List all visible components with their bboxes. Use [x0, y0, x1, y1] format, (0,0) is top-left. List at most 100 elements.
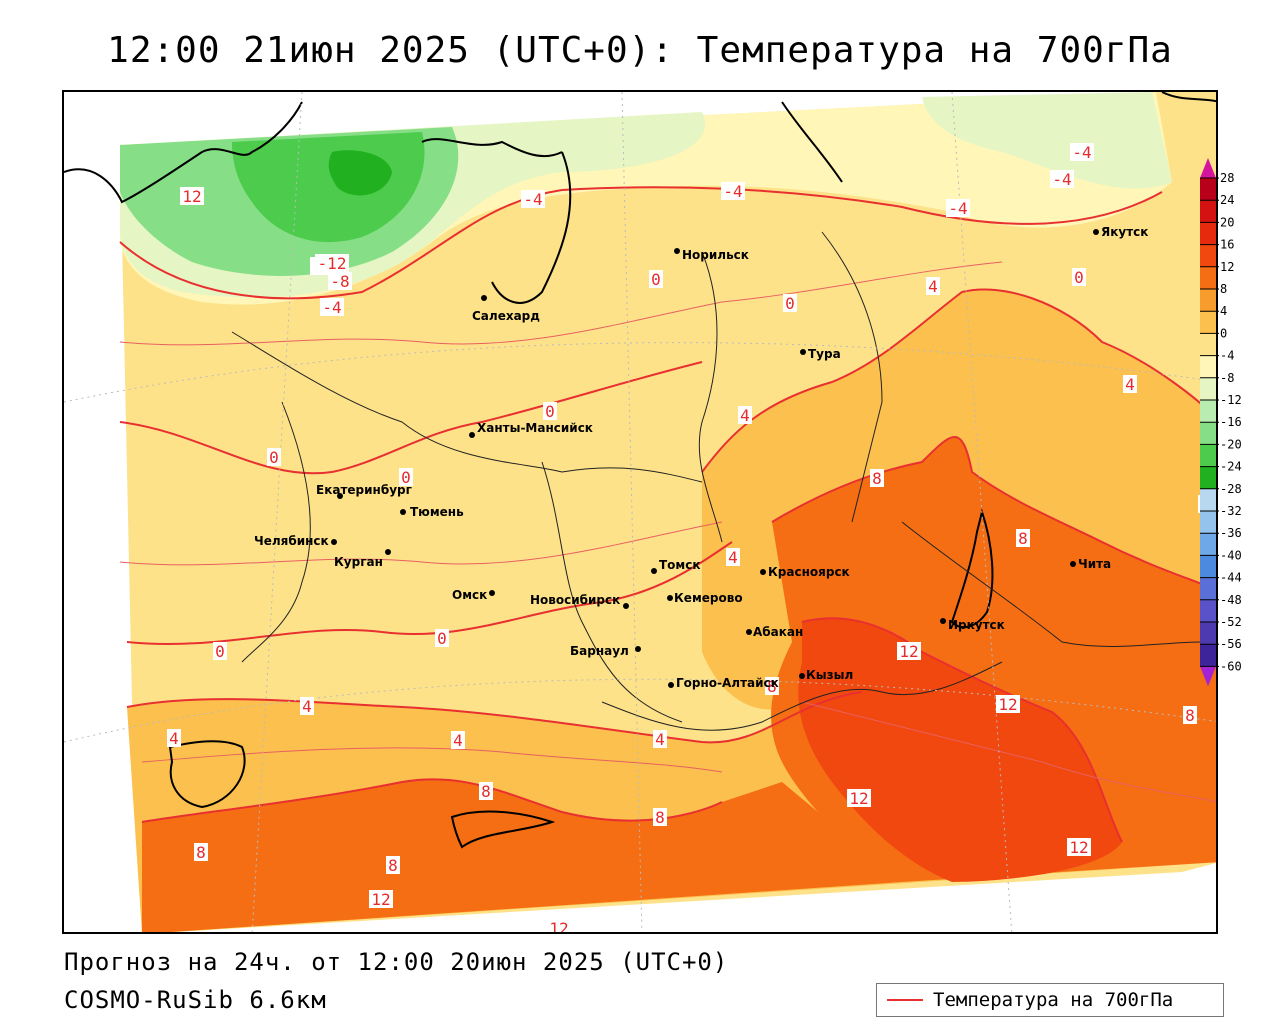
city-label-chita: Чита — [1078, 557, 1111, 571]
isotherm-label-bg — [653, 808, 667, 826]
isotherm-label-bg — [167, 729, 181, 747]
isotherm-label-bg — [435, 629, 449, 647]
isotherm-label-text: 4 — [728, 548, 738, 567]
isotherm-label-bg — [1050, 170, 1074, 188]
isotherm-label: 4 — [451, 731, 465, 750]
temperature-map[interactable]: -8-12-8-4-4-4-4-4-4000000004444444448888… — [62, 90, 1218, 934]
city-marker-tomsk — [651, 568, 657, 574]
isotherm-label: -4 — [1050, 170, 1074, 189]
colorbar-svg: 28 24 20 16 12 8 4 0 -4 -8 -12 -16 -20 -24 -28 -32 -36 -4… — [1200, 158, 1242, 687]
isotherm-label-text: 12 — [899, 642, 918, 661]
isotherm-label: 8 — [1183, 706, 1197, 725]
colorbar-tick-label: -60 — [1220, 659, 1242, 673]
isotherm-label: 12 — [369, 890, 393, 909]
city-marker-irk — [940, 618, 946, 624]
isotherm-label-bg — [996, 695, 1020, 713]
isotherm-label-bg — [721, 182, 745, 200]
colorbar-swatch — [1200, 244, 1216, 268]
colorbar-tick-label: -56 — [1220, 637, 1242, 651]
isotherm-label-text: -4 — [948, 199, 967, 218]
isotherm-label-text: 0 — [215, 642, 225, 661]
city-label-krsk: Красноярск — [768, 565, 850, 579]
city-marker-salekhard — [481, 295, 487, 301]
colorbar-swatch — [1200, 555, 1216, 579]
coastline — [64, 92, 1216, 849]
colorbar-tick-label: 8 — [1220, 282, 1227, 296]
isotherm-label-text: 0 — [401, 468, 411, 487]
isotherm-label-bg — [451, 731, 465, 749]
isotherm-label-bg — [180, 187, 204, 205]
isotherm-label-text: 8 — [767, 677, 777, 696]
city-label-nsk: Новосибирск — [530, 593, 620, 607]
city-marker-ekb — [337, 493, 343, 499]
isotherm-label-text: 4 — [302, 697, 312, 716]
colorbar-swatch — [1200, 178, 1216, 201]
isotherm-label-bg — [300, 697, 314, 715]
isotherm-label-text: -4 — [1052, 170, 1071, 189]
isotherm-label-bg — [847, 789, 871, 807]
isotherm-label: 0 — [1072, 268, 1086, 287]
colorbar-swatch — [1200, 644, 1216, 667]
isotherm-label: 12 — [897, 642, 921, 661]
isotherm-label-bg — [267, 448, 281, 466]
colorbar-swatch — [1200, 200, 1216, 223]
city-label-norilsk: Норильск — [682, 248, 749, 262]
isotherm-label-bg — [946, 199, 970, 217]
isotherm-label: 8 — [386, 856, 400, 875]
temperature-colorbar: 28 24 20 16 12 8 4 0 -4 -8 -12 -16 -20 -24 -28 -32 -36 -4… — [1198, 158, 1280, 692]
isotherm-thin-lines — [119, 261, 1216, 802]
city-label-chel: Челябинск — [254, 534, 329, 548]
isotherm-label: 4 — [926, 277, 940, 296]
isotherm-label: 4 — [738, 406, 752, 425]
isotherm-label-bg — [926, 277, 940, 295]
map-title: 12:00 21июн 2025 (UTC+0): Температура на… — [107, 30, 1173, 71]
city-label-barnaul: Барнаул — [570, 644, 629, 658]
isotherm-label-bg — [1067, 838, 1091, 856]
isotherm-label-bg — [765, 677, 779, 695]
city-label-kurgan: Курган — [334, 555, 383, 569]
colorbar-tick-label: 4 — [1220, 304, 1227, 318]
isotherm-label-bg — [521, 190, 545, 208]
colorbar-swatch — [1200, 333, 1216, 357]
isotherm-label: -4 — [1070, 143, 1094, 162]
isotherm-label: 8 — [765, 677, 779, 696]
isotherm-label-bg — [328, 272, 352, 290]
isotherm-label-bg — [1183, 706, 1197, 724]
isotherm-label-text: 8 — [655, 808, 665, 827]
isotherm-label: 12 — [996, 695, 1020, 714]
city-marker-barnaul — [635, 646, 641, 652]
isotherm-label-bg — [783, 294, 797, 312]
colorbar-tick-label: 24 — [1220, 193, 1234, 207]
isotherm-label-text: -12 — [318, 254, 347, 273]
city-label-tyumen: Тюмень — [410, 505, 464, 519]
isotherm-label: 8 — [653, 808, 667, 827]
isotherm-label-bg — [649, 270, 663, 288]
isotherm-label-text: 4 — [169, 729, 179, 748]
city-marker-tura — [800, 349, 806, 355]
isotherm-label-bg — [320, 298, 344, 316]
isotherm-label-text: 12 — [998, 695, 1017, 714]
isotherm-label: 0 — [213, 642, 227, 661]
isotherm-label: -4 — [521, 190, 545, 209]
isotherm-label: 12 — [180, 187, 204, 206]
colorbar-swatch — [1200, 377, 1216, 401]
colorbar-tick-label: 12 — [1220, 260, 1234, 274]
isotherm-label-bg — [897, 642, 921, 660]
city-marker-nsk — [623, 603, 629, 609]
isotherm-label-text: 8 — [388, 856, 398, 875]
isotherm-label: 12 — [847, 789, 871, 808]
isotherm-label: 4 — [167, 729, 181, 748]
isotherm-label-bg — [386, 856, 400, 874]
colorbar-swatch — [1200, 311, 1216, 334]
model-info: COSMO-RuSib 6.6км — [64, 986, 327, 1014]
isotherm-label: 4 — [726, 548, 740, 567]
city-label-salekhard: Салехард — [472, 309, 540, 323]
isotherm-label: 8 — [479, 782, 493, 801]
colorbar-tick-label: -44 — [1220, 571, 1242, 585]
isotherm-label-bg — [653, 730, 667, 748]
isotherm-label: 8 — [194, 843, 208, 862]
isotherm-label-bg — [1016, 529, 1030, 547]
isotherm-label-bg — [543, 402, 557, 420]
city-markers: Норильск Якутск Салехард Тура Ханты-Мансийск… — [254, 225, 1148, 690]
isotherm-label-text: 4 — [1125, 375, 1135, 394]
